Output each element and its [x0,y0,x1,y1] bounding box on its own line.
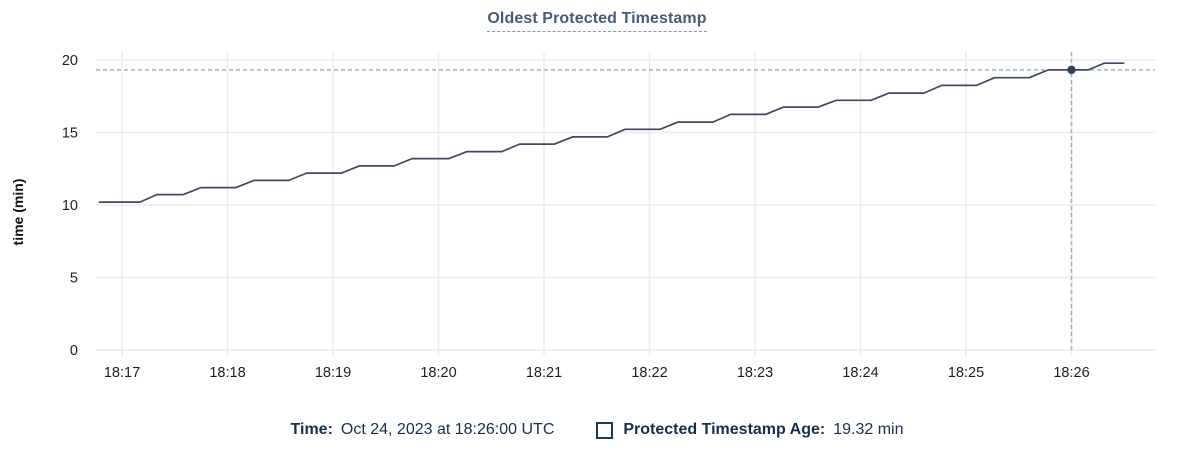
x-tick-label: 18:22 [631,365,667,381]
chart-title-text[interactable]: Oldest Protected Timestamp [487,10,707,32]
hover-series-value: 19.32 min [833,421,904,438]
hover-point-dot [1067,65,1076,75]
x-tick-label: 18:25 [948,365,984,381]
y-tick-label: 10 [62,198,78,214]
x-tick-label: 18:26 [1053,365,1089,381]
y-tick-label: 5 [70,271,78,287]
hover-time-label: Time: [290,421,333,438]
series-swatch-icon [596,421,614,439]
x-tick-label: 18:19 [315,365,351,381]
x-tick-label: 18:23 [737,365,773,381]
line-chart-plot-area[interactable]: 0 5 10 15 20 18:17 18:18 18:19 18:20 18:21 18:22 18… [0,0,1194,405]
hover-time-value: Oct 24, 2023 at 18:26:00 UTC [340,421,555,438]
hover-legend: Time: Oct 24, 2023 at 18:26:00 UTC Prote… [0,421,1194,439]
x-tick-label: 18:17 [104,365,140,381]
x-tick-label: 18:20 [420,365,456,381]
hover-series: Protected Timestamp Age: 19.32 min [596,421,903,439]
hover-time: Time: Oct 24, 2023 at 18:26:00 UTC [291,421,555,439]
series-line [98,62,1125,203]
hover-series-label: Protected Timestamp Age: [623,421,826,438]
y-tick-label: 0 [70,343,78,359]
x-tick-label: 18:18 [209,365,245,381]
x-tick-label: 18:21 [526,365,562,381]
chart-title: Oldest Protected Timestamp [0,10,1194,32]
y-tick-label: 15 [62,126,78,142]
y-tick-label: 20 [62,53,78,69]
x-tick-label: 18:24 [842,365,878,381]
